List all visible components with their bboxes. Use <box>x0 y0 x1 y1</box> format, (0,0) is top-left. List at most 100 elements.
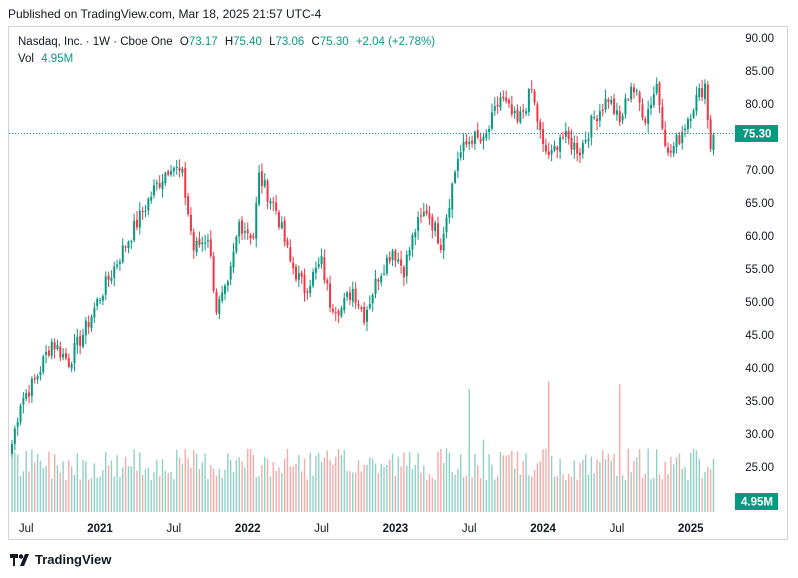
candle-body <box>564 130 567 137</box>
candle-body <box>678 135 681 144</box>
volume-bar <box>193 449 195 512</box>
volume-bar <box>647 448 649 512</box>
volume-bar <box>340 454 343 512</box>
volume-bar <box>417 452 419 512</box>
volume-bar <box>28 471 30 512</box>
candle-body <box>172 168 175 172</box>
candle-body <box>536 104 539 122</box>
candle-body <box>334 311 337 313</box>
y-tick-label: 30.00 <box>745 429 774 441</box>
volume-bar <box>93 463 96 512</box>
candle-body <box>357 304 360 306</box>
volume-bar <box>295 463 297 512</box>
volume-bar <box>181 463 184 512</box>
volume-bar <box>144 469 147 512</box>
tradingview-logo[interactable]: TradingView <box>10 552 111 567</box>
candle-body <box>496 104 499 107</box>
y-tick-label: 25.00 <box>745 462 774 474</box>
volume-bar <box>70 466 73 512</box>
volume-bar <box>556 475 558 512</box>
symbol-label[interactable]: Nasdaq, Inc. · 1W · Cboe One <box>18 36 173 48</box>
volume-bar <box>161 459 164 512</box>
volume-bar <box>579 462 581 512</box>
candle-body <box>366 309 368 322</box>
candle-body <box>280 222 283 229</box>
volume-bar <box>531 476 533 512</box>
volume-bar <box>51 478 53 512</box>
volume-bar <box>190 467 192 512</box>
candle-body <box>414 232 417 238</box>
volume-bar <box>451 472 453 512</box>
volume-bar <box>519 474 522 512</box>
volume-bar <box>303 458 306 512</box>
candle-body <box>667 147 670 153</box>
candle-body <box>351 288 354 302</box>
candle-body <box>411 235 414 250</box>
volume-bar <box>607 454 610 512</box>
volume-bar <box>286 449 289 512</box>
candle-body <box>598 111 601 121</box>
volume-bar <box>207 478 209 512</box>
candle-body <box>695 95 698 112</box>
candle-body <box>306 291 309 293</box>
candle-body <box>703 83 706 99</box>
volume-bar <box>275 470 277 512</box>
candle-body <box>201 242 204 244</box>
volume-bar <box>414 464 416 512</box>
candle-body <box>175 166 178 168</box>
y-tick-label: 45.00 <box>745 330 774 342</box>
volume-bar <box>559 458 561 512</box>
candle-body <box>530 89 533 91</box>
candle-body <box>198 238 201 245</box>
candle-body <box>576 142 579 154</box>
candle-body <box>297 273 300 280</box>
volume-bar <box>440 448 442 512</box>
candle-body <box>204 242 207 244</box>
volume-bar <box>542 449 544 512</box>
candle-body <box>587 138 590 141</box>
candle-body <box>525 111 528 114</box>
volume-bar <box>434 479 436 512</box>
x-tick-label: Jul <box>19 523 34 535</box>
volume-bar <box>176 449 178 512</box>
candle-body <box>615 110 618 115</box>
volume-bar <box>300 471 303 512</box>
candle-body <box>13 428 16 445</box>
candle-body <box>448 207 451 218</box>
volume-bar <box>357 460 360 512</box>
volume-bar <box>249 448 252 512</box>
candle-body <box>121 245 124 262</box>
low-value: 73.06 <box>275 36 305 48</box>
volume-bar <box>366 464 368 512</box>
candle-body <box>235 236 238 252</box>
volume-bar <box>170 472 172 512</box>
candle-body <box>556 146 559 150</box>
close-value: 75.30 <box>319 36 349 48</box>
candle-body <box>647 109 650 124</box>
candle-body <box>215 291 218 313</box>
candle-body <box>150 196 153 201</box>
volume-bar <box>53 454 56 512</box>
candle-body <box>408 250 411 256</box>
volume-bar <box>164 470 167 512</box>
volume-bar <box>616 475 618 512</box>
x-tick-label: Jul <box>462 523 477 535</box>
last-price-tag <box>735 125 778 142</box>
candle-body <box>178 167 181 171</box>
candle-body <box>286 240 289 246</box>
volume-bar <box>687 479 689 512</box>
candle-body <box>255 203 258 239</box>
volume-bar <box>298 454 300 512</box>
volume-bar <box>315 455 317 512</box>
volume-bar <box>45 465 47 512</box>
volume-bar <box>346 470 348 512</box>
volume-bar <box>698 459 700 512</box>
volume-bar <box>573 460 576 512</box>
volume-bar <box>150 479 152 512</box>
candle-body <box>400 259 403 266</box>
volume-bar <box>241 461 243 512</box>
candle-body <box>221 292 224 301</box>
candle-body <box>391 250 394 260</box>
candle-body <box>621 115 624 121</box>
